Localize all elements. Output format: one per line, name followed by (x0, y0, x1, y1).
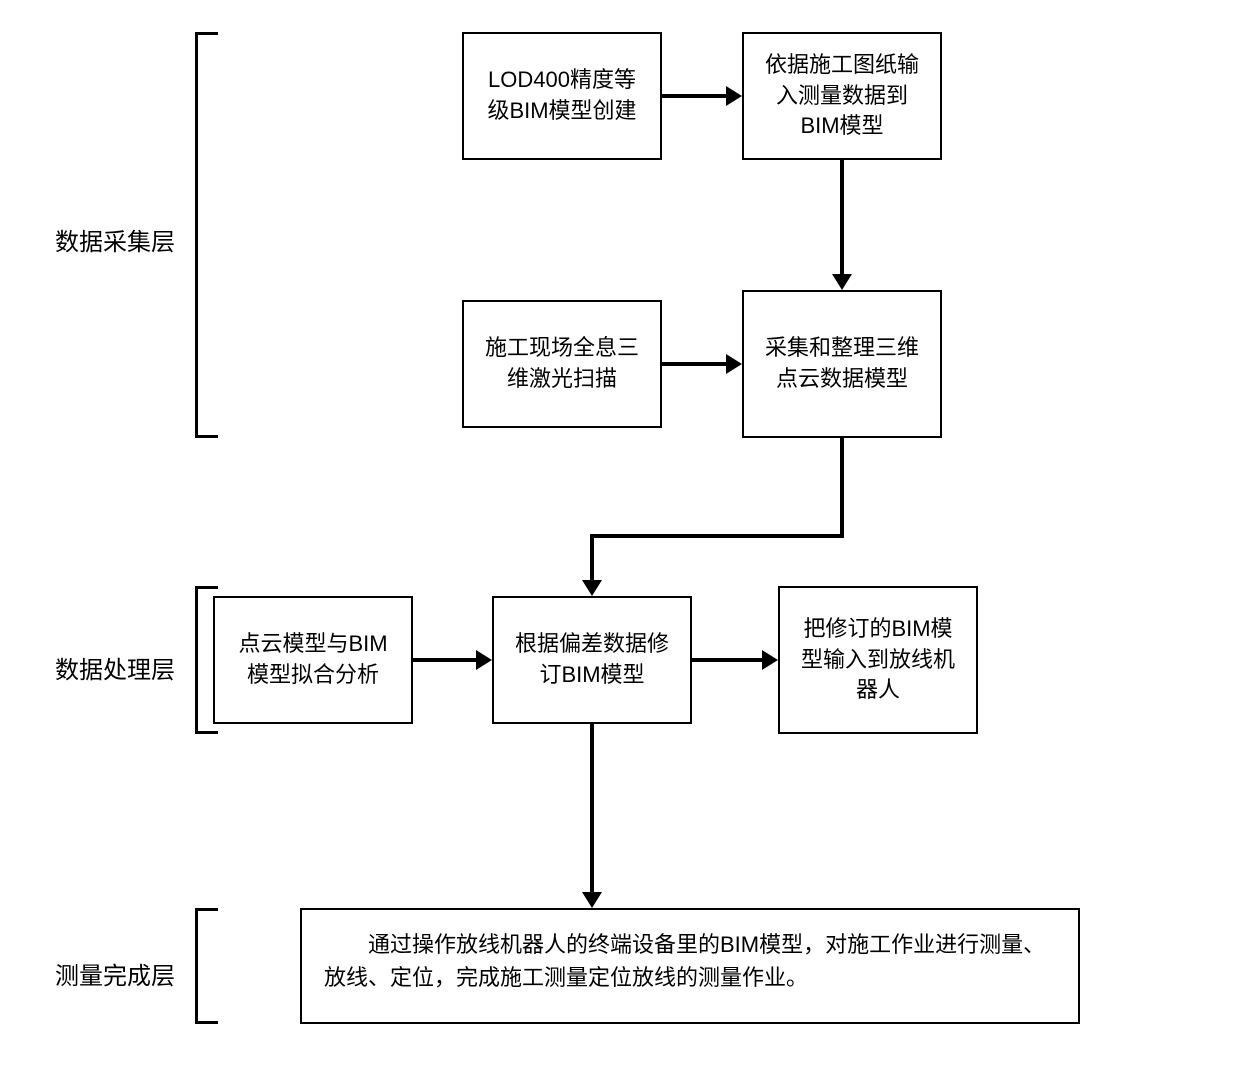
arrow-head-b1-b2 (726, 86, 742, 106)
layer-label-data-collection: 数据采集层 (55, 222, 175, 257)
box-text: LOD400精度等级BIM模型创建 (480, 65, 644, 127)
box-input-measurement-data: 依据施工图纸输入测量数据到BIM模型 (742, 32, 942, 160)
arrow-b6-b7 (692, 658, 762, 662)
arrow-head-b6-b8 (582, 892, 602, 908)
box-point-cloud-collect: 采集和整理三维点云数据模型 (742, 290, 942, 438)
arrow-head-b3-b4 (726, 354, 742, 374)
box-input-to-robot: 把修订的BIM模型输入到放线机器人 (778, 586, 978, 734)
box-revise-bim-model: 根据偏差数据修订BIM模型 (492, 596, 692, 724)
arrow-head-b4-b6 (582, 580, 602, 596)
box-3d-laser-scan: 施工现场全息三维激光扫描 (462, 300, 662, 428)
layer-label-data-processing: 数据处理层 (55, 650, 175, 685)
box-text: 施工现场全息三维激光扫描 (480, 333, 644, 395)
box-measurement-operation: 通过操作放线机器人的终端设备里的BIM模型，对施工作业进行测量、放线、定位，完成… (300, 908, 1080, 1024)
arrow-head-b5-b6 (476, 650, 492, 670)
arrow-b5-b6 (413, 658, 476, 662)
bracket-measurement-complete (195, 908, 198, 1024)
box-text: 采集和整理三维点云数据模型 (760, 333, 924, 395)
arrow-b4-b6-h (590, 534, 844, 538)
box-text: 根据偏差数据修订BIM模型 (510, 629, 674, 691)
box-text: 依据施工图纸输入测量数据到BIM模型 (760, 50, 924, 142)
box-lod400-bim-create: LOD400精度等级BIM模型创建 (462, 32, 662, 160)
box-point-cloud-fit-analysis: 点云模型与BIM模型拟合分析 (213, 596, 413, 724)
layer-label-measurement-complete: 测量完成层 (55, 956, 175, 991)
arrow-b1-b2 (662, 94, 726, 98)
box-text: 点云模型与BIM模型拟合分析 (231, 629, 395, 691)
arrow-b6-b8 (590, 724, 594, 892)
box-text: 把修订的BIM模型输入到放线机器人 (796, 614, 960, 706)
arrow-b2-b4 (840, 160, 844, 274)
arrow-head-b2-b4 (832, 274, 852, 290)
arrow-b3-b4 (662, 362, 726, 366)
arrow-head-b6-b7 (762, 650, 778, 670)
bracket-data-collection (195, 32, 198, 438)
box-text: 通过操作放线机器人的终端设备里的BIM模型，对施工作业进行测量、放线、定位，完成… (324, 932, 1045, 990)
bracket-data-processing (195, 586, 198, 734)
arrow-b4-down (840, 438, 844, 534)
arrow-b4-b6-v (590, 534, 594, 580)
